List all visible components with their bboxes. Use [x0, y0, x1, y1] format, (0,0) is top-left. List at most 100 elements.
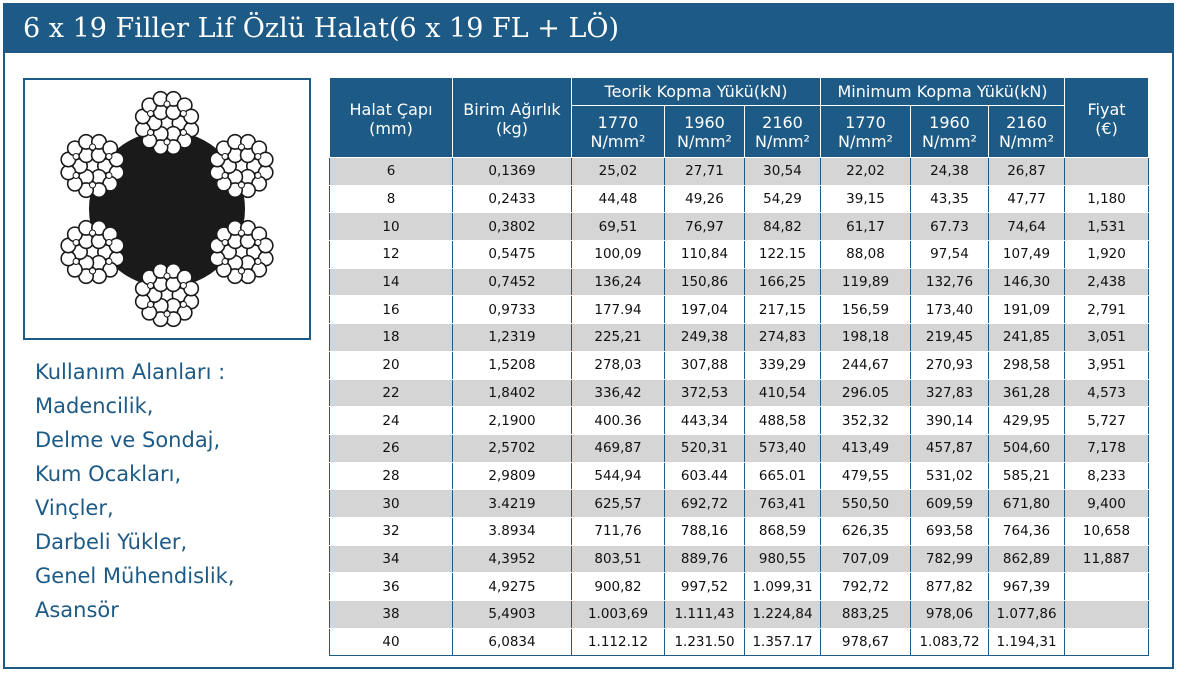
header-diameter-unit: (mm) [369, 119, 413, 138]
filler-wire [105, 239, 113, 246]
table-cell [1064, 600, 1150, 629]
table-cell: 1.083,72 [910, 628, 989, 657]
table-row: 6 0,1369 25,02 27,71 30,54 22,02 24,38 26,87 [329, 157, 1150, 186]
table-cell: 249,38 [664, 323, 745, 352]
header-diameter: Halat Çapı (mm) [329, 77, 453, 158]
table-cell: 307,88 [664, 351, 745, 380]
table-cell: 8 [329, 185, 453, 214]
table-cell: 12 [329, 240, 453, 269]
header-grade: 1770 N/mm² [571, 105, 665, 158]
grade-unit: N/mm² [590, 131, 646, 151]
table-cell: 707,09 [820, 545, 911, 574]
table-cell: 32 [329, 517, 453, 546]
table-cell: 2,9809 [452, 462, 572, 491]
table-cell: 1.194,31 [987, 628, 1066, 657]
filler-wire [105, 258, 113, 265]
filler-wire [72, 258, 80, 265]
table-cell: 166,25 [744, 268, 821, 297]
table-cell: 173,40 [910, 295, 989, 325]
table-cell: 900,82 [571, 572, 665, 601]
table-cell: 803,51 [571, 545, 665, 574]
filler-wire [254, 258, 262, 265]
filler-wire [89, 229, 97, 237]
header-price-label: Fiyat [1087, 100, 1126, 119]
table-cell: 469,87 [571, 434, 665, 463]
filler-wire [89, 143, 97, 151]
table-cell: 26 [329, 434, 453, 463]
table-cell: 132,76 [910, 268, 989, 297]
table-cell: 156,59 [820, 295, 911, 325]
table-row: 14 0,7452 136,24 150,86 166,25 119,89 132,76 14… [329, 268, 1150, 297]
usage-areas: Kullanım Alanları : Madencilik, Delme ve… [35, 355, 325, 627]
table-cell: 390,14 [910, 406, 989, 435]
filler-wire [105, 172, 113, 179]
table-cell: 18 [329, 323, 453, 352]
header-grade: 1960 N/mm² [910, 105, 989, 158]
table-cell: 978,67 [820, 628, 911, 657]
table-cell: 339,29 [744, 351, 821, 380]
table-cell: 4,3952 [452, 545, 572, 574]
table-cell [1064, 572, 1150, 601]
table-cell: 30,54 [744, 157, 821, 186]
table-cell: 0,5475 [452, 240, 572, 269]
table-row: 30 3.4219 625,57 692,72 763,41 550,50 609,59 67… [329, 489, 1150, 518]
table-cell: 2,791 [1064, 295, 1150, 325]
header-grade: 1960 N/mm² [664, 105, 745, 158]
filler-wire [89, 181, 97, 189]
filler-wire [163, 100, 171, 108]
table-cell: 0,7452 [452, 268, 572, 297]
table-cell: 361,28 [987, 379, 1066, 408]
table-cell: 0,9733 [452, 295, 572, 325]
table-cell: 1.077,86 [987, 600, 1066, 629]
table-cell: 69,51 [571, 212, 665, 242]
table-cell: 39,15 [820, 185, 911, 214]
filler-wire [147, 301, 155, 308]
header-weight-label: Birim Ağırlık [463, 100, 561, 119]
table-body: 6 0,1369 25,02 27,71 30,54 22,02 24,38 26,87 8 0,… [329, 157, 1150, 657]
table-row: 16 0,9733 177.94 197,04 217,15 156,59 173,40 19… [329, 295, 1150, 325]
table-cell: 5,4903 [452, 600, 572, 629]
filler-wire [221, 172, 229, 179]
table-cell: 44,48 [571, 185, 665, 214]
filler-wire [237, 143, 245, 151]
table-cell: 100,09 [571, 240, 665, 269]
filler-wire [179, 129, 187, 136]
table-cell: 1.099,31 [744, 572, 821, 601]
table-cell: 38 [329, 600, 453, 629]
table-cell: 609,59 [910, 489, 989, 518]
table-cell: 1.357.17 [744, 628, 821, 657]
filler-wire [72, 153, 80, 160]
table-cell: 967,39 [987, 572, 1066, 601]
table-cell: 782,99 [910, 545, 989, 574]
table-cell: 443,34 [664, 406, 745, 435]
filler-wire [147, 110, 155, 117]
filler-wire [254, 153, 262, 160]
header-price: Fiyat (€) [1064, 77, 1150, 158]
filler-wire [72, 172, 80, 179]
table-cell: 244,67 [820, 351, 911, 380]
filler-wire [237, 181, 245, 189]
table-cell: 544,94 [571, 462, 665, 491]
filler-wire [72, 239, 80, 246]
usage-item: Madencilik, [35, 394, 154, 418]
usage-item: Darbeli Yükler, [35, 530, 188, 554]
table-cell: 3.4219 [452, 489, 572, 518]
table-cell: 504,60 [987, 434, 1066, 463]
table-cell: 479,55 [820, 462, 911, 491]
table-cell: 43,35 [910, 185, 989, 214]
filler-wire [221, 239, 229, 246]
filler-wire [147, 282, 155, 289]
table-cell: 9,400 [1064, 489, 1150, 518]
table-cell: 0,3802 [452, 212, 572, 242]
table-cell: 122.15 [744, 240, 821, 269]
table-cell: 0,1369 [452, 157, 572, 186]
table-cell: 10 [329, 212, 453, 242]
table-cell: 877,82 [910, 572, 989, 601]
table-cell: 219,45 [910, 323, 989, 352]
table-cell: 22,02 [820, 157, 911, 186]
header-price-unit: (€) [1095, 119, 1118, 138]
table-cell: 763,41 [744, 489, 821, 518]
table-cell: 692,72 [664, 489, 745, 518]
table-cell: 352,32 [820, 406, 911, 435]
table-cell: 327,83 [910, 379, 989, 408]
